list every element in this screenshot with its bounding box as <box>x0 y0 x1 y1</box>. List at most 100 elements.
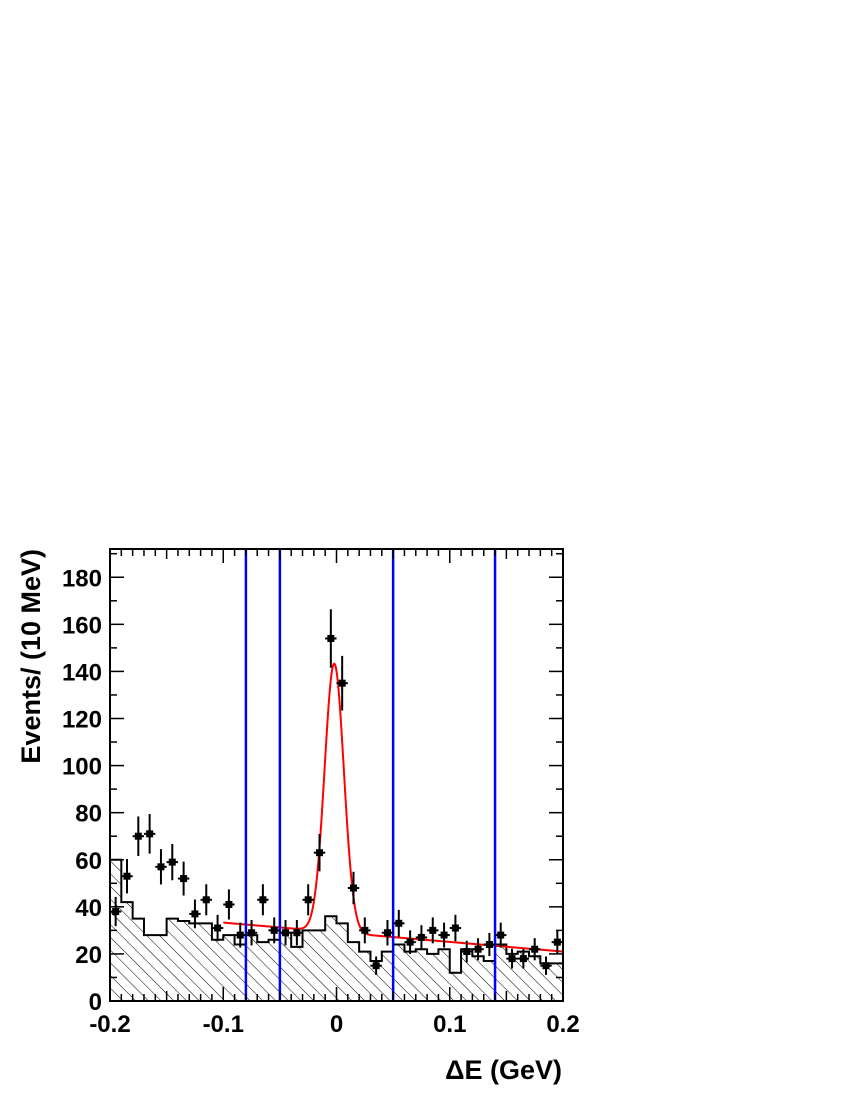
data-point <box>528 938 541 961</box>
point-marker <box>327 634 335 642</box>
data-point <box>517 948 530 969</box>
y-tick-label: 160 <box>62 612 102 639</box>
x-tick-label: -0.2 <box>89 1011 130 1038</box>
point-marker <box>531 945 539 953</box>
histogram-outline <box>110 858 563 974</box>
x-tick-labels: -0.2 -0.1 0 0.1 0.2 <box>89 1011 579 1038</box>
data-point <box>461 940 473 963</box>
data-point <box>132 816 145 856</box>
point-marker <box>383 929 391 937</box>
data-point <box>166 843 178 881</box>
y-tick-label: 0 <box>89 989 102 1016</box>
point-marker <box>417 933 425 941</box>
point-marker <box>440 931 448 939</box>
data-point <box>495 922 507 948</box>
data-point <box>279 920 292 946</box>
point-marker <box>338 679 346 687</box>
point-marker <box>236 931 244 939</box>
x-tick-label: 0.1 <box>433 1011 466 1038</box>
point-marker <box>225 900 233 908</box>
point-marker <box>497 931 505 939</box>
data-point <box>234 922 246 948</box>
y-tick-label: 100 <box>62 754 102 781</box>
point-marker <box>191 910 199 918</box>
point-marker <box>372 962 380 970</box>
y-tick-label: 40 <box>75 895 102 922</box>
x-tick-label: 0 <box>330 1011 343 1038</box>
y-tick-labels: 0 20 40 60 80 100 120 140 160 180 <box>62 565 102 1016</box>
point-marker <box>282 929 290 937</box>
y-tick-label: 60 <box>75 848 102 875</box>
point-marker <box>485 941 493 948</box>
point-marker <box>508 955 516 963</box>
cut-lines <box>244 549 497 1001</box>
point-marker <box>168 858 176 866</box>
data-points <box>110 609 563 975</box>
data-point <box>211 914 224 942</box>
data-point <box>223 889 235 920</box>
point-marker <box>214 924 222 932</box>
data-point <box>268 917 280 944</box>
point-marker <box>463 948 471 956</box>
point-marker <box>553 938 561 946</box>
data-point <box>347 871 360 905</box>
y-tick-label: 120 <box>62 707 102 734</box>
point-marker <box>451 924 459 932</box>
data-point <box>302 884 314 916</box>
data-point <box>189 899 201 929</box>
data-point <box>257 884 269 916</box>
data-point <box>291 920 303 946</box>
y-axis-title: Events/ (10 MeV) <box>16 549 46 764</box>
point-marker <box>123 872 131 880</box>
y-tick-label: 140 <box>62 659 102 686</box>
data-point <box>336 655 348 711</box>
data-point <box>381 920 394 946</box>
data-point <box>427 917 439 944</box>
data-point <box>155 849 167 885</box>
data-point <box>472 938 484 961</box>
point-marker <box>474 945 482 953</box>
x-tick-label: -0.1 <box>203 1011 244 1038</box>
y-tick-label: 180 <box>62 565 102 592</box>
point-marker <box>270 926 278 934</box>
axis-ticks <box>109 549 564 1002</box>
data-point <box>393 909 405 937</box>
x-tick-label: 0.2 <box>546 1011 579 1038</box>
point-marker <box>304 896 312 904</box>
x-axis-title: ΔE (GeV) <box>445 1055 562 1085</box>
point-marker <box>293 929 301 937</box>
point-marker <box>146 830 154 838</box>
point-marker <box>429 926 437 934</box>
data-point <box>325 609 337 668</box>
data-point <box>245 920 258 946</box>
data-point <box>483 932 496 957</box>
y-tick-label: 20 <box>75 942 102 969</box>
point-marker <box>395 919 403 927</box>
point-marker <box>406 938 414 946</box>
data-point <box>540 956 552 975</box>
point-marker <box>202 896 210 904</box>
point-marker <box>134 832 142 840</box>
data-point <box>438 922 450 948</box>
point-marker <box>542 962 550 970</box>
data-point <box>110 896 122 927</box>
y-tick-label: 80 <box>75 801 102 828</box>
data-point <box>121 859 133 894</box>
background-histogram <box>110 858 563 1001</box>
data-point <box>359 917 371 944</box>
point-marker <box>157 863 165 871</box>
data-point <box>143 814 156 854</box>
point-marker <box>519 955 527 963</box>
data-point <box>404 930 416 954</box>
point-marker <box>316 849 324 857</box>
data-point <box>415 925 428 950</box>
data-point <box>177 861 190 896</box>
data-point <box>370 956 382 975</box>
point-marker <box>248 929 256 937</box>
data-point <box>551 930 563 954</box>
data-point <box>506 948 518 969</box>
point-marker <box>180 875 188 883</box>
data-point <box>313 834 326 872</box>
data-point <box>449 914 462 942</box>
